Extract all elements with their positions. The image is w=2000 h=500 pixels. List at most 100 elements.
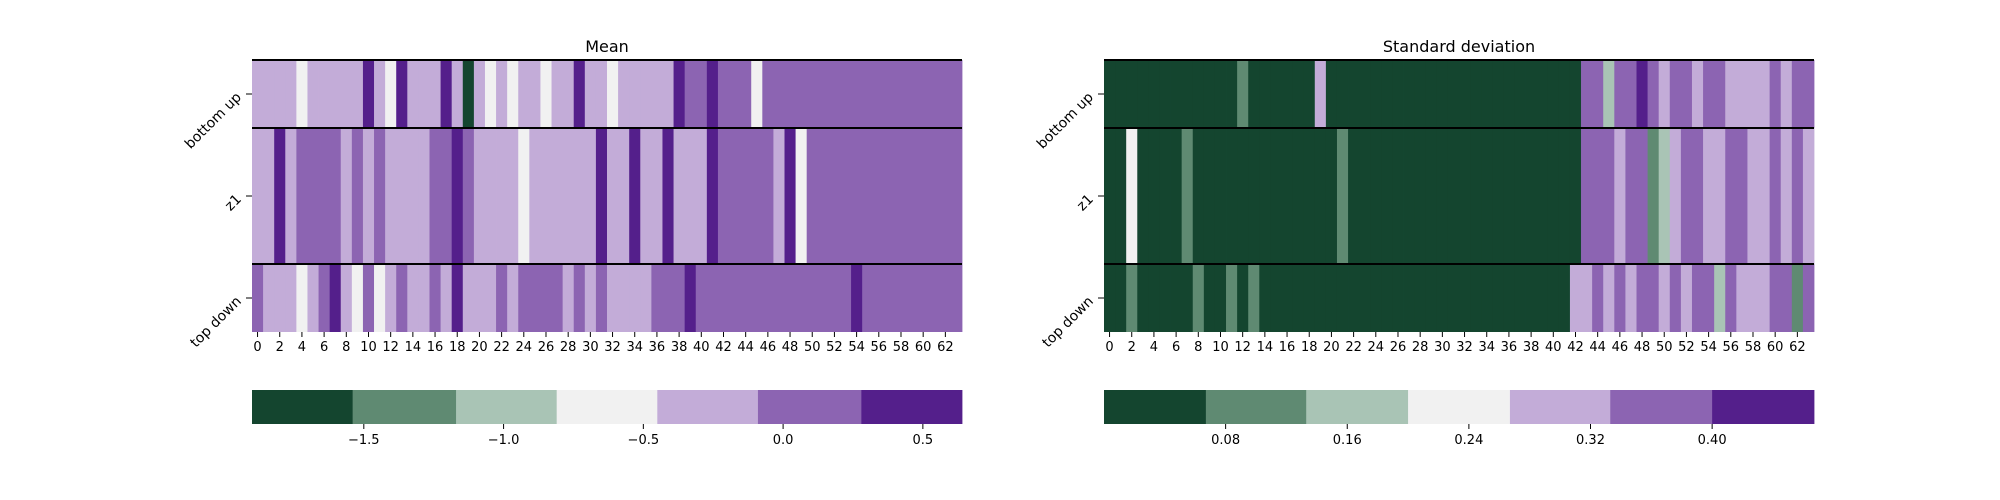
mean-cell-z1-7: [329, 128, 342, 264]
std-cell-z1-48: [1636, 128, 1648, 264]
mean-colorbar-tick-label: 0.5: [913, 433, 934, 448]
mean-row-separators: [252, 59, 962, 265]
std-cell-top-down-39: [1536, 264, 1549, 332]
mean-cell-top-down-50: [806, 264, 819, 332]
mean-cell-top-down-53: [839, 264, 852, 332]
mean-cell-bottom-up-25: [529, 60, 541, 128]
std-colorbar-segment: [1104, 390, 1207, 424]
mean-cell-z1-17: [440, 128, 453, 264]
mean-x-tick-label: 4: [298, 340, 306, 355]
mean-x-tick-label: 52: [826, 340, 843, 355]
mean-cell-top-down-40: [695, 264, 708, 332]
mean-cell-top-down-58: [895, 264, 907, 332]
std-cell-top-down-11: [1226, 264, 1238, 332]
mean-colorbar-segment: [252, 390, 354, 424]
mean-colorbar-tick-label: −0.5: [628, 433, 660, 448]
mean-x-tick-label: 34: [626, 340, 643, 355]
std-cell-bottom-up-60: [1769, 60, 1782, 128]
std-cell-bottom-up-41: [1558, 60, 1571, 128]
mean-cell-top-down-36: [651, 264, 663, 332]
mean-cell-bottom-up-0: [252, 60, 264, 128]
std-cell-top-down-55: [1714, 264, 1726, 332]
std-cell-z1-56: [1725, 128, 1737, 264]
mean-cell-top-down-37: [662, 264, 674, 332]
std-x-tick-label: 62: [1789, 340, 1806, 355]
mean-cell-z1-23: [507, 128, 519, 264]
std-cell-top-down-13: [1248, 264, 1260, 332]
mean-cell-top-down-51: [817, 264, 830, 332]
std-cell-top-down-60: [1769, 264, 1782, 332]
std-cell-top-down-40: [1547, 264, 1560, 332]
mean-cell-bottom-up-61: [928, 60, 941, 128]
std-colorbar-tick-label: 0.32: [1576, 433, 1605, 448]
std-cell-top-down-15: [1270, 264, 1282, 332]
std-cell-bottom-up-23: [1359, 60, 1371, 128]
mean-x-tick-label: 2: [276, 340, 284, 355]
mean-cell-bottom-up-5: [307, 60, 319, 128]
mean-cell-top-down-26: [540, 264, 552, 332]
mean-cell-z1-28: [562, 128, 575, 264]
mean-cell-bottom-up-54: [851, 60, 863, 128]
std-panel: Standard deviation bottom up z1 top down 0…: [1034, 37, 1815, 448]
mean-cell-bottom-up-15: [418, 60, 430, 128]
mean-cell-bottom-up-38: [673, 60, 686, 128]
mean-x-tick-label: 36: [649, 340, 666, 355]
std-colorbar-segment: [1306, 390, 1409, 424]
std-x-tick-label: 48: [1634, 340, 1651, 355]
mean-cell-top-down-43: [729, 264, 741, 332]
std-cell-z1-21: [1336, 128, 1349, 264]
std-cell-bottom-up-22: [1348, 60, 1360, 128]
std-x-tick-label: 8: [1194, 340, 1202, 355]
std-cell-top-down-37: [1514, 264, 1526, 332]
mean-cell-top-down-16: [429, 264, 441, 332]
mean-cell-bottom-up-42: [717, 60, 730, 128]
mean-x-tick-label: 50: [804, 340, 821, 355]
mean-cell-bottom-up-3: [285, 60, 297, 128]
std-cell-top-down-34: [1481, 264, 1493, 332]
std-x-tick-label: 30: [1434, 340, 1451, 355]
mean-cell-z1-43: [729, 128, 741, 264]
std-cell-bottom-up-43: [1581, 60, 1593, 128]
std-cell-bottom-up-13: [1248, 60, 1260, 128]
std-cell-top-down-41: [1558, 264, 1571, 332]
std-x-tick-label: 40: [1545, 340, 1562, 355]
mean-cell-bottom-up-35: [640, 60, 652, 128]
mean-x-tick-label: 54: [848, 340, 865, 355]
std-cell-top-down-49: [1647, 264, 1660, 332]
std-cell-z1-47: [1625, 128, 1637, 264]
std-cell-bottom-up-31: [1447, 60, 1460, 128]
mean-row-labels: bottom up z1 top down: [182, 89, 252, 351]
std-cell-bottom-up-11: [1226, 60, 1238, 128]
std-x-tick-label: 6: [1172, 340, 1180, 355]
mean-cell-z1-39: [684, 128, 697, 264]
std-cell-top-down-38: [1525, 264, 1538, 332]
mean-title: Mean: [585, 37, 629, 56]
std-cell-bottom-up-50: [1658, 60, 1671, 128]
mean-cell-bottom-up-18: [451, 60, 464, 128]
std-cell-bottom-up-37: [1514, 60, 1526, 128]
std-cell-z1-32: [1459, 128, 1471, 264]
mean-cell-bottom-up-36: [651, 60, 663, 128]
std-cell-z1-19: [1314, 128, 1327, 264]
mean-x-tick-label: 14: [405, 340, 422, 355]
mean-cell-bottom-up-52: [828, 60, 841, 128]
mean-cell-top-down-33: [618, 264, 630, 332]
std-row-separators: [1104, 59, 1814, 265]
std-cell-bottom-up-30: [1436, 60, 1449, 128]
mean-x-tick-label: 42: [715, 340, 732, 355]
std-cell-z1-43: [1581, 128, 1593, 264]
std-cell-z1-3: [1137, 128, 1149, 264]
std-cell-z1-26: [1392, 128, 1404, 264]
mean-cell-top-down-29: [573, 264, 586, 332]
std-cell-top-down-54: [1703, 264, 1715, 332]
std-cell-z1-63: [1802, 128, 1815, 264]
mean-cell-top-down-23: [507, 264, 519, 332]
std-cell-top-down-24: [1370, 264, 1382, 332]
mean-cell-bottom-up-27: [551, 60, 564, 128]
mean-x-tick-label: 32: [604, 340, 621, 355]
std-cell-z1-0: [1104, 128, 1116, 264]
mean-cell-z1-35: [640, 128, 652, 264]
std-cell-top-down-46: [1614, 264, 1626, 332]
std-cell-z1-2: [1126, 128, 1138, 264]
std-cell-bottom-up-15: [1270, 60, 1282, 128]
